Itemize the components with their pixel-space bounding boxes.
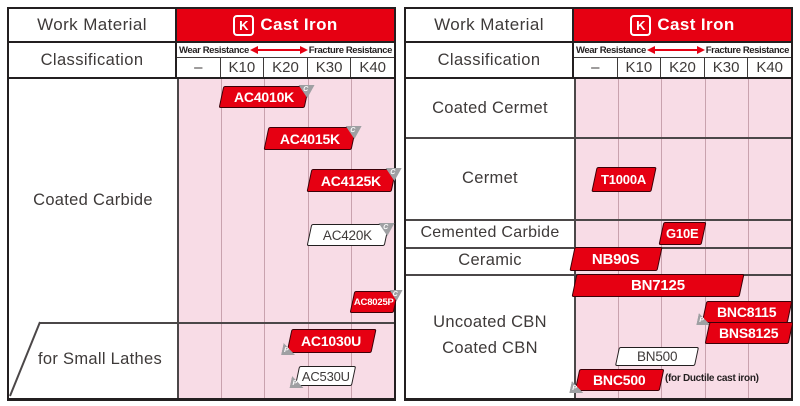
grade-label: AC530U (301, 368, 350, 384)
col-header-dash: – (194, 59, 203, 76)
grade-label: NB90S (592, 250, 640, 268)
arrow-left-icon (646, 45, 655, 54)
row-label-small-lathes: for Small Lathes (37, 350, 163, 368)
grade-bar-bnc500: BNC500 P (575, 369, 665, 391)
material-k-badge: K (630, 14, 652, 36)
row-label-cbn: Uncoated CBN Coated CBN (406, 274, 574, 397)
col-header-k20: K20 (660, 58, 704, 77)
wear-resistance-label: Wear Resistance (576, 44, 646, 56)
row-label-coated-cermet: Coated Cermet (432, 98, 548, 117)
cast-iron-band: K Cast Iron (574, 9, 791, 41)
grade-bar-ac1030u: AC1030U P (286, 329, 377, 353)
arrow-right-icon (696, 45, 705, 54)
grade-label: AC1030U (301, 333, 362, 349)
grade-bar-ac420k: AC420K C (306, 224, 390, 246)
grid-line (705, 79, 706, 398)
grid-line (748, 79, 749, 398)
col-header-k10: K10 (616, 58, 661, 77)
grade-label: AC4015K (279, 130, 341, 147)
row-label-cemented-carbide: Cemented Carbide (420, 224, 560, 241)
cast-iron-band: K Cast Iron (177, 9, 394, 41)
arrow-right-icon (299, 45, 308, 54)
work-material-row: Work Material K Cast Iron (406, 9, 791, 41)
grade-label: BNS8125 (719, 325, 779, 341)
panel-coated-carbide: Work Material K Cast Iron Classification… (7, 7, 396, 401)
fracture-resistance-label: Fracture Resistance (308, 44, 393, 56)
grade-bar-ac530u: AC530U P (295, 366, 357, 386)
grid-line (618, 79, 619, 398)
col-header-k30: K30 (306, 58, 351, 77)
grade-bar-bnc8115: BNC8115 P (702, 301, 793, 323)
wear-resistance-label: Wear Resistance (179, 44, 249, 56)
double-arrow-icon (646, 45, 705, 54)
classification-grid: Wear Resistance Fracture Resistance – K1… (574, 43, 791, 77)
resistance-strip: Wear Resistance Fracture Resistance (574, 43, 791, 58)
work-material-cell: Work Material (406, 9, 574, 41)
grade-label: BN500 (636, 349, 678, 364)
bnc500-note: (for Ductile cast iron) (665, 373, 759, 384)
grade-label: AC4010K (233, 89, 295, 105)
col-header-dash: – (591, 59, 600, 76)
col-header-k20: K20 (263, 58, 307, 77)
work-material-row: Work Material K Cast Iron (9, 9, 394, 41)
col-header-k40: K40 (747, 58, 791, 77)
grade-bar-bn7125: BN7125 (571, 274, 745, 297)
grid-line (264, 79, 265, 398)
grade-label: BN7125 (631, 277, 685, 294)
fracture-resistance-label: Fracture Resistance (705, 44, 790, 56)
double-arrow-icon (249, 45, 308, 54)
row-label-coated-carbide: Coated Carbide (33, 191, 153, 209)
grid-line (221, 79, 222, 398)
classification-grid: Wear Resistance Fracture Resistance – K1… (177, 43, 394, 77)
cvd-mark-icon: C (383, 168, 402, 181)
grade-bar-ac4010k: AC4010K C (218, 86, 310, 108)
grade-label: AC4125K (321, 172, 382, 189)
grade-bar-g10e: G10E (658, 222, 707, 245)
row-divider (406, 219, 791, 221)
grade-label: BNC8115 (717, 304, 777, 320)
resistance-strip: Wear Resistance Fracture Resistance (177, 43, 394, 58)
grade-label: AC420K (323, 227, 373, 243)
row-label-cermet: Cermet (462, 168, 518, 187)
row-divider (406, 137, 791, 139)
k-column-headers: – K10 K20 K30 K40 (574, 58, 791, 77)
grade-bar-ac4015k: AC4015K C (263, 127, 357, 150)
grade-bar-bns8125: BNS8125 (704, 322, 794, 344)
classification-row: Classification Wear Resistance Fracture … (9, 41, 394, 79)
grade-bar-nb90s: NB90S (569, 247, 663, 271)
col-header-k30: K30 (703, 58, 748, 77)
grade-label: BNC500 (593, 372, 646, 388)
grade-bar-t1000a: T1000A (591, 167, 657, 192)
classification-cell: Classification (9, 43, 177, 77)
col-header-k40: K40 (350, 58, 394, 77)
grade-bar-ac4125k: AC4125K C (306, 169, 397, 192)
small-lathes-diagonal-divider (9, 321, 41, 397)
grade-label: G10E (666, 226, 699, 241)
grade-label: T1000A (601, 172, 647, 187)
classification-cell: Classification (406, 43, 574, 77)
row-divider (39, 322, 394, 324)
grade-label: AC8025P (354, 296, 394, 308)
work-material-cell: Work Material (9, 9, 177, 41)
k-column-headers: – K10 K20 K30 K40 (177, 58, 394, 77)
material-name: Cast Iron (260, 15, 338, 34)
row-label-coated-cbn: Coated CBN (442, 338, 538, 357)
col-header-k10: K10 (219, 58, 264, 77)
arrow-left-icon (249, 45, 258, 54)
material-name: Cast Iron (657, 15, 735, 34)
panel-cermet-cbn: Work Material K Cast Iron Classification… (404, 7, 794, 401)
row-label-uncoated-cbn: Uncoated CBN (433, 312, 547, 331)
grade-bar-ac8025p: AC8025P C (349, 291, 399, 313)
classification-row: Classification Wear Resistance Fracture … (406, 41, 791, 79)
panel-body: Coated Carbide for Small Lathes AC4010K … (9, 79, 394, 398)
grade-bar-bn500: BN500 (614, 347, 700, 366)
material-k-badge: K (233, 14, 255, 36)
panel-body: Coated Cermet Cermet Cemented Carbide Ce… (406, 79, 794, 398)
row-label-ceramic: Ceramic (458, 251, 522, 269)
